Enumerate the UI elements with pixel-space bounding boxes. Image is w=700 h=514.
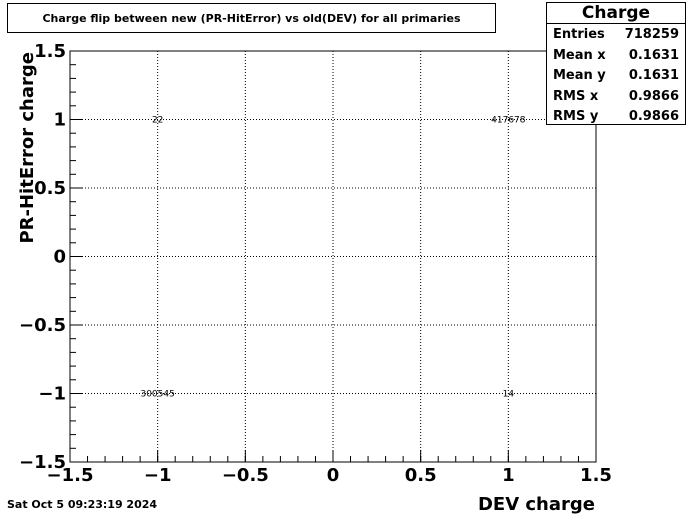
stats-box: Charge Entries 718259 Mean x 0.1631 Mean… — [546, 2, 686, 125]
stat-row-rms-y: RMS y 0.9866 — [547, 106, 685, 127]
stat-row-mean-x: Mean x 0.1631 — [547, 45, 685, 66]
cell-count-label: 14 — [503, 390, 515, 400]
plot-frame — [69, 50, 597, 463]
stat-row-rms-x: RMS x 0.9866 — [547, 86, 685, 107]
x-tick-label: −1 — [144, 465, 172, 486]
x-tick-label: −1.5 — [47, 465, 94, 486]
stat-label: Mean x — [553, 47, 606, 63]
y-tick-labels: −1.5 −1 −0.5 0 0.5 1 1.5 — [19, 41, 66, 473]
y-axis-title: PR-HitError charge — [17, 52, 38, 244]
y-tick-label: −1.5 — [19, 452, 66, 473]
stat-value: 0.9866 — [628, 109, 679, 124]
cell-count-label: 300545 — [140, 390, 174, 400]
stat-row-entries: Entries 718259 — [547, 24, 685, 45]
x-tick-label: 0.5 — [405, 465, 437, 486]
stat-value: 718259 — [624, 27, 679, 42]
y-tick-label: −0.5 — [19, 315, 66, 336]
cell-count-label: 22 — [152, 116, 163, 126]
stat-label: RMS y — [553, 109, 599, 124]
y-tick-label: −1 — [38, 384, 66, 405]
x-axis-title: DEV charge — [478, 494, 595, 514]
timestamp: Sat Oct 5 09:23:19 2024 — [7, 498, 158, 511]
stat-label: Entries — [553, 27, 605, 42]
y-tick-label: 1 — [53, 110, 66, 131]
y-tick-label: 0 — [53, 247, 66, 268]
stat-label: Mean y — [553, 68, 606, 83]
stat-value: 0.1631 — [628, 47, 679, 63]
y-tick-label: 0.5 — [34, 178, 66, 199]
grid — [70, 51, 596, 462]
cell-labels: 22 417678 300545 14 — [140, 116, 525, 400]
stat-label: RMS x — [553, 88, 599, 104]
chart-title: Charge flip between new (PR-HitError) vs… — [42, 11, 461, 25]
x-tick-label: 1 — [502, 465, 515, 486]
chart-title-box: Charge flip between new (PR-HitError) vs… — [7, 3, 496, 33]
y-tick-label: 1.5 — [34, 41, 66, 62]
stat-value: 0.1631 — [628, 68, 679, 83]
stat-value: 0.9866 — [628, 88, 679, 104]
stats-title: Charge — [547, 3, 685, 24]
x-tick-label: 0 — [327, 465, 340, 486]
x-tick-labels: −1.5 −1 −0.5 0 0.5 1 1.5 — [47, 465, 612, 486]
cell-count-label: 417678 — [491, 116, 526, 126]
stat-row-mean-y: Mean y 0.1631 — [547, 65, 685, 86]
x-tick-label: 1.5 — [580, 465, 612, 486]
x-tick-label: −0.5 — [222, 465, 269, 486]
